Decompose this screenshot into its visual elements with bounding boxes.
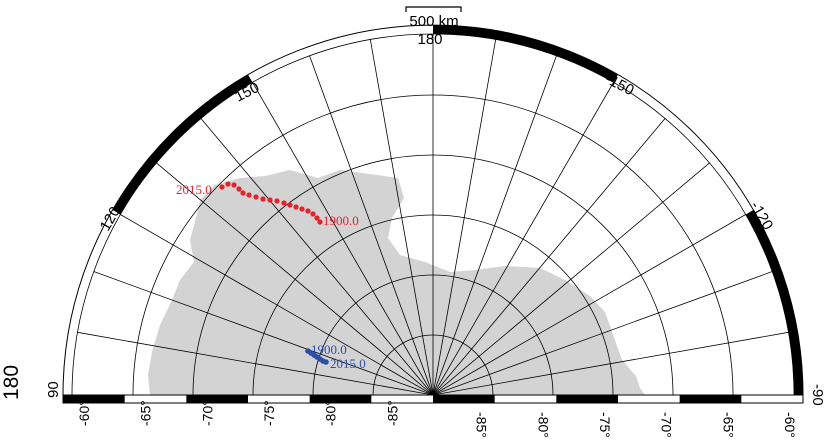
meridian-line [77,331,434,396]
meridian-line [120,214,434,396]
lon-label-minus90: -90 [809,384,826,406]
lat-label-left: -80° [323,400,339,426]
north-track-point [225,181,231,187]
south-track-start-label: 1900.0 [311,342,347,357]
track-south [305,348,329,365]
lat-label-left: -60° [76,400,92,426]
north-track-point [281,200,287,206]
lat-label-right: -60° [782,412,798,438]
frame-segment [745,210,803,396]
antarctica-landmass [148,170,645,395]
north-track-point [246,192,252,198]
frame-bottom-segment [679,395,742,403]
north-track-point [310,211,316,217]
meridian-line [432,82,614,396]
meridian-line [156,162,434,396]
lat-label-right: -75° [597,412,613,438]
north-track-point [274,198,280,204]
south-track-point [323,359,329,365]
lon-label-180: 180 [417,31,442,48]
frame-segment [432,25,618,83]
meridian-line [93,271,434,396]
meridian-line [432,39,497,396]
north-track-point [317,219,323,225]
north-track-point [305,208,311,214]
north-track-point [299,206,305,212]
meridian-line [200,118,434,396]
north-track-point [240,190,246,196]
meridian-line [369,39,434,396]
lat-label-left: -70° [199,400,215,426]
lon-label-minus150: -150 [602,70,636,99]
lat-label-left: -85° [384,400,400,426]
north-track-point [260,196,266,202]
north-track-start-label: 2015.0 [176,182,212,197]
north-track-point [267,197,273,203]
lon-label-180-partial: 180 [0,365,23,400]
lat-label-left: -65° [138,400,154,426]
north-track-point [253,194,259,200]
map-frame [62,24,804,404]
frame-segment [112,74,253,215]
meridian-line [432,162,710,396]
north-track-point [219,184,225,190]
frame-bottom-segment [309,395,372,403]
meridian-line [309,55,434,396]
degree-symbol: ° [452,22,458,39]
north-track-point [293,204,299,210]
lat-label-right: -65° [720,412,736,438]
scale-bar-label: 500 km [409,13,458,30]
lat-label-right: -80° [535,412,551,438]
north-track-point [314,215,320,221]
lat-label-right: -85° [474,412,490,438]
north-track-end-label: 1900.0 [323,213,359,228]
latitude-labels: -60° -65° -70° -75° -80° -85° -85° -80° -75° -70°… [76,400,798,438]
meridian-line [432,271,773,396]
north-track-point [236,186,242,192]
meridian-line [432,55,557,396]
track-north [219,181,323,225]
lon-label-90: 90 [45,381,62,398]
scale-bar: 500 km [405,6,462,30]
north-track-point [231,182,237,188]
frame-bottom-segment [556,395,618,403]
lat-label-left: -75° [261,400,277,426]
meridian-line [252,82,434,396]
meridian-line [432,214,746,396]
north-track-point [287,202,293,208]
meridian-line [432,331,789,396]
meridian-line [432,118,666,396]
frame-bottom-segment [433,395,495,403]
lat-label-right: -70° [659,412,675,438]
frame-bottom-segment [63,395,125,403]
south-track-end-label: 2015.0 [330,356,366,371]
frame-bottom-segment [186,395,248,403]
